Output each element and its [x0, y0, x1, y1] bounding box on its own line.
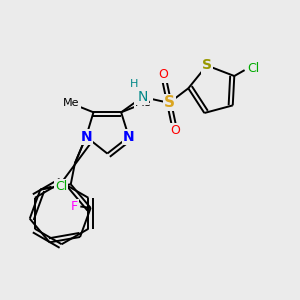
Text: F: F — [71, 200, 78, 213]
Text: N: N — [123, 130, 135, 144]
Text: Me: Me — [63, 98, 80, 109]
Text: H: H — [130, 79, 138, 89]
Text: N: N — [137, 90, 148, 104]
Text: S: S — [164, 95, 175, 110]
Text: Cl: Cl — [247, 62, 260, 75]
Text: O: O — [158, 68, 168, 81]
Text: Cl: Cl — [55, 180, 67, 193]
Text: S: S — [202, 58, 212, 73]
Text: O: O — [170, 124, 180, 137]
Text: Me: Me — [135, 98, 152, 109]
Text: N: N — [80, 130, 92, 144]
